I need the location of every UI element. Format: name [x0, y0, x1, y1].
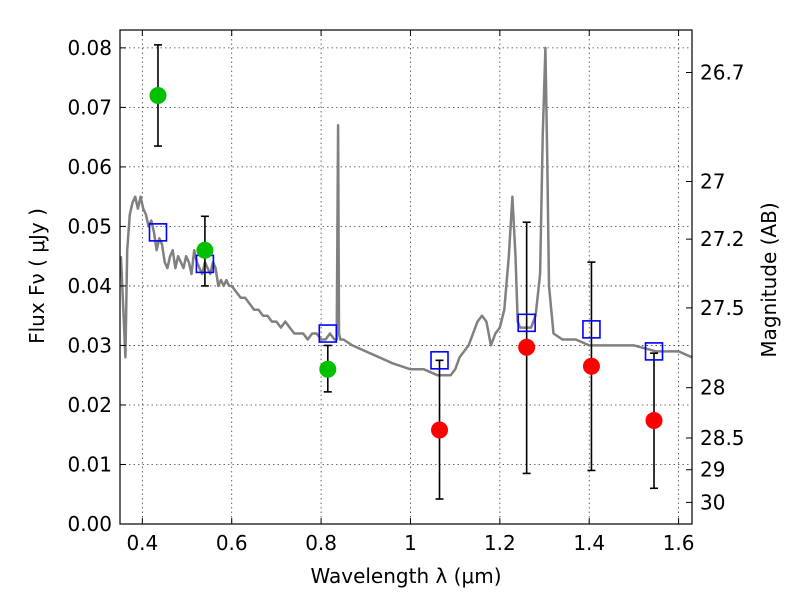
right-tick-label: 29 [700, 458, 725, 482]
model-band-square [517, 313, 536, 333]
plot-area [120, 44, 692, 500]
y-tick-label: 0.03 [67, 333, 112, 357]
axis-ticks: 0.4 0.6 0.8 1 1.2 1.4 1.6 0.00 0.01 0.02 0.03 0.04 0… [67, 30, 745, 555]
x-tick-label: 0.8 [305, 531, 337, 555]
right-tick-label: 27.2 [700, 227, 745, 251]
model-band-square [582, 320, 601, 339]
x-axis-label: Wavelength λ (μm) [310, 564, 501, 588]
model-band-square [430, 351, 449, 370]
x-tick-label: 1.2 [484, 531, 516, 555]
photometry-point [431, 421, 449, 439]
right-tick-label: 28.5 [700, 426, 745, 450]
x-tick-label: 1.4 [573, 531, 605, 555]
y-tick-label: 0.04 [67, 274, 112, 298]
y-tick-label: 0.00 [67, 512, 112, 536]
photometry-point [518, 338, 536, 356]
right-tick-label: 26.7 [700, 61, 745, 85]
photometry-point [319, 360, 337, 378]
grid-lines [120, 30, 692, 525]
y-tick-label: 0.06 [67, 155, 112, 179]
model-band-square [148, 223, 168, 242]
model-spectrum-line [120, 46, 692, 377]
y-tick-label: 0.02 [67, 393, 112, 417]
y-axis-label: Flux Fν ( μJy ) [25, 208, 49, 344]
x-tick-label: 1.6 [663, 531, 695, 555]
y-tick-label: 0.05 [67, 214, 112, 238]
y-tick-label: 0.01 [67, 452, 112, 476]
photometry-point [645, 411, 663, 429]
right-tick-label: 28 [700, 376, 725, 400]
right-tick-label: 27.5 [700, 296, 745, 320]
x-tick-label: 0.4 [126, 531, 158, 555]
right-axis-label: Magnitude (AB) [757, 202, 781, 357]
x-tick-label: 1 [404, 531, 417, 555]
x-tick-label: 0.6 [216, 531, 248, 555]
model-band-square [318, 324, 338, 343]
photometry-point [149, 86, 167, 104]
y-tick-label: 0.08 [67, 36, 112, 60]
right-tick-label: 27 [700, 170, 725, 194]
plot-frame [119, 29, 693, 525]
photometry-point [582, 357, 600, 375]
right-tick-label: 30 [700, 490, 725, 514]
y-tick-label: 0.07 [67, 95, 112, 119]
model-band-square [644, 342, 664, 361]
photometry-point [196, 241, 214, 259]
